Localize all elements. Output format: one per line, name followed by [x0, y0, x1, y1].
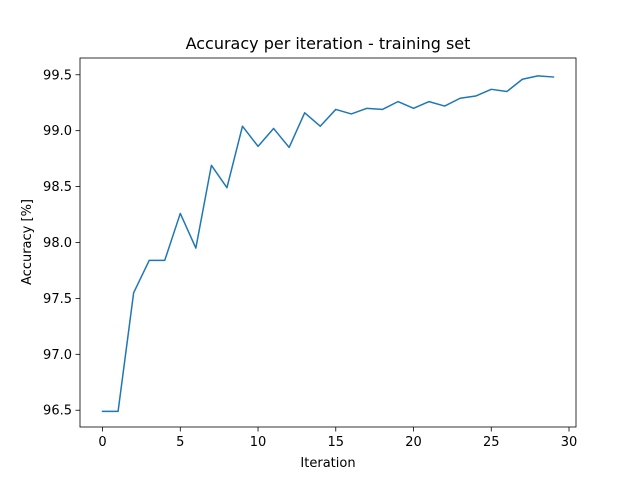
plot-area: 0 5 10 15 20 25 30 96.5 97.0 97.5 98.0 98.5 99.0 99.5 [43, 57, 578, 450]
y-tick-label-6: 99.5 [43, 68, 72, 83]
y-tick-label-4: 98.5 [43, 180, 72, 195]
y-tick-label-5: 99.0 [43, 124, 72, 139]
x-tick-label-0: 0 [98, 435, 106, 450]
y-tick-label-2: 97.5 [43, 292, 72, 307]
y-tick-label-1: 97.0 [43, 348, 72, 363]
y-axis-label: Accuracy [%] [20, 199, 35, 285]
y-tick-label-0: 96.5 [43, 404, 72, 419]
x-axis-label: Iteration [300, 456, 355, 471]
x-tick-label-1: 5 [176, 435, 184, 450]
x-tick-label-6: 30 [561, 435, 578, 450]
series-line-0 [101, 75, 555, 413]
y-tick-label-3: 98.0 [43, 236, 72, 251]
x-tick-label-5: 25 [483, 435, 500, 450]
chart-title: Accuracy per iteration - training set [186, 34, 471, 53]
x-tick-label-3: 15 [328, 435, 345, 450]
x-tick-label-4: 20 [405, 435, 422, 450]
x-tick-label-2: 10 [250, 435, 267, 450]
